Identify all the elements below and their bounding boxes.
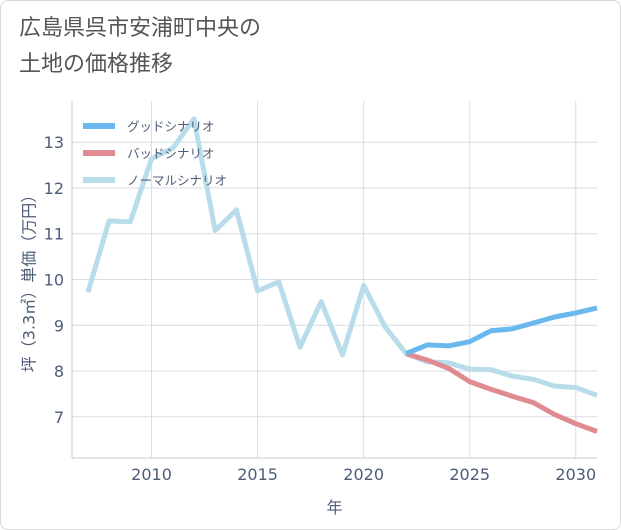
chart-title-line-2: 土地の価格推移 — [19, 52, 174, 77]
chart-title-line-1: 広島県呉市安浦町中央の — [19, 16, 262, 41]
legend-label: バッドシナリオ — [127, 146, 215, 161]
y-tick-label: 7 — [54, 408, 64, 427]
legend-label: ノーマルシナリオ — [127, 173, 227, 188]
y-tick-label: 12 — [44, 179, 64, 198]
legend-label: グッドシナリオ — [127, 119, 215, 134]
series-line-bad — [405, 351, 598, 434]
series-lines — [85, 116, 598, 434]
y-tick-label: 9 — [54, 316, 64, 335]
series-line-good — [405, 305, 598, 356]
y-tick-label: 8 — [54, 362, 64, 381]
x-tick-label: 2025 — [449, 465, 490, 484]
series-line-normal — [85, 116, 598, 398]
x-tick-label: 2010 — [131, 465, 172, 484]
y-tick-label: 11 — [44, 225, 64, 244]
axes: 2010 2015 2020 2025 2030 7 8 9 10 11 12 13 — [44, 101, 597, 484]
x-axis-label: 年 — [326, 498, 342, 517]
x-tick-label: 2030 — [555, 465, 596, 484]
y-axis-label: 坪（3.3㎡）単価（万円） — [20, 187, 39, 372]
x-tick-label: 2015 — [237, 465, 278, 484]
y-tick-label: 13 — [44, 133, 64, 152]
x-tick-label: 2020 — [343, 465, 384, 484]
y-tick-label: 10 — [44, 271, 64, 290]
grid — [72, 101, 597, 458]
chart-title: 広島県呉市安浦町中央の 土地の価格推移 — [19, 11, 261, 83]
